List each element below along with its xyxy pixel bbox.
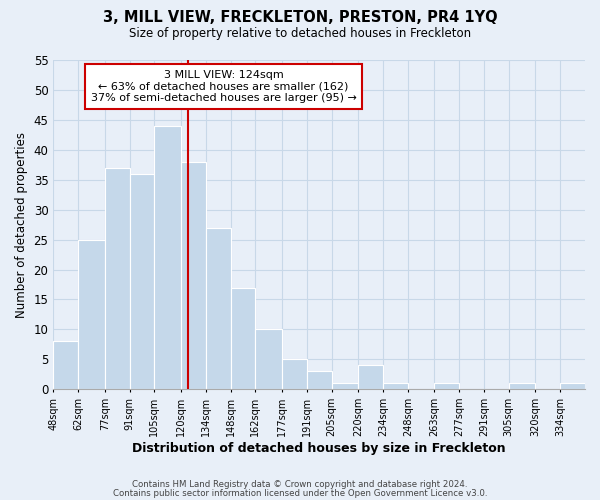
Bar	[560, 384, 585, 390]
Bar	[206, 228, 230, 390]
Bar	[332, 384, 358, 390]
Bar	[230, 288, 256, 390]
X-axis label: Distribution of detached houses by size in Freckleton: Distribution of detached houses by size …	[133, 442, 506, 455]
Bar	[282, 360, 307, 390]
Bar	[53, 342, 78, 390]
Bar	[181, 162, 206, 390]
Text: Contains HM Land Registry data © Crown copyright and database right 2024.: Contains HM Land Registry data © Crown c…	[132, 480, 468, 489]
Bar	[256, 330, 282, 390]
Bar	[130, 174, 154, 390]
Text: 3, MILL VIEW, FRECKLETON, PRESTON, PR4 1YQ: 3, MILL VIEW, FRECKLETON, PRESTON, PR4 1…	[103, 10, 497, 25]
Bar	[434, 384, 459, 390]
Bar	[154, 126, 181, 390]
Y-axis label: Number of detached properties: Number of detached properties	[15, 132, 28, 318]
Text: Size of property relative to detached houses in Freckleton: Size of property relative to detached ho…	[129, 28, 471, 40]
Bar	[78, 240, 104, 390]
Text: Contains public sector information licensed under the Open Government Licence v3: Contains public sector information licen…	[113, 488, 487, 498]
Bar	[307, 372, 332, 390]
Bar	[104, 168, 130, 390]
Bar	[383, 384, 408, 390]
Text: 3 MILL VIEW: 124sqm
← 63% of detached houses are smaller (162)
37% of semi-detac: 3 MILL VIEW: 124sqm ← 63% of detached ho…	[91, 70, 356, 103]
Bar	[509, 384, 535, 390]
Bar	[358, 366, 383, 390]
